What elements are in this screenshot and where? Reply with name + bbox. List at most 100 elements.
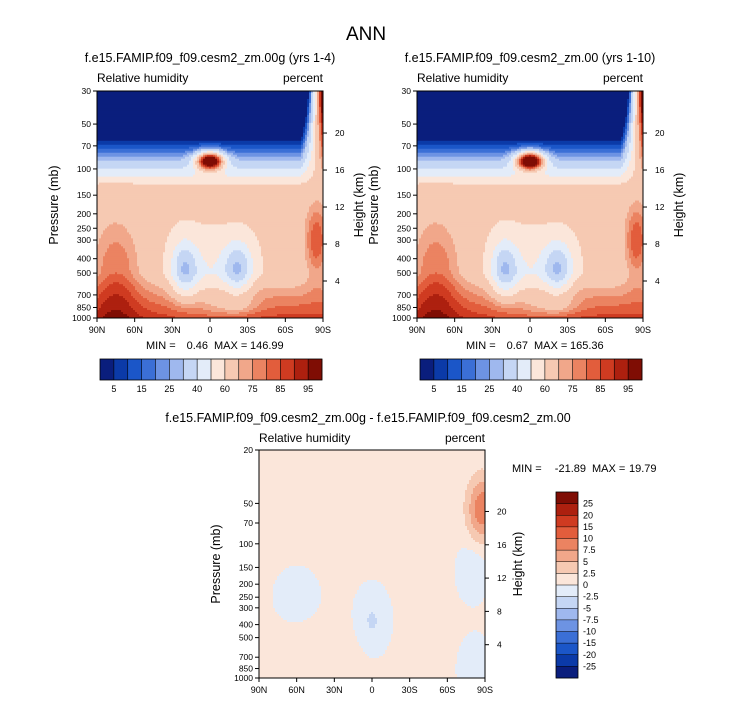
field-cell	[525, 302, 572, 305]
field-cell	[639, 222, 643, 225]
field-cell	[523, 158, 538, 162]
field-cell	[97, 240, 100, 243]
height-tick-label: 8	[497, 606, 502, 616]
field-cell	[201, 222, 228, 225]
field-cell	[125, 276, 134, 279]
field-cell	[169, 232, 256, 235]
field-cell	[547, 272, 556, 275]
field-cell	[195, 264, 208, 267]
field-cell	[447, 254, 458, 257]
field-cell	[629, 252, 634, 255]
colorbar-swatch	[572, 359, 587, 380]
field-cell	[97, 98, 308, 102]
field-cell	[467, 634, 484, 637]
field-cell	[521, 166, 524, 170]
field-cell	[321, 124, 323, 128]
field-cell	[417, 130, 624, 134]
field-cell	[625, 236, 628, 239]
field-cell	[367, 654, 384, 657]
field-cell	[425, 252, 448, 255]
field-cell	[417, 298, 428, 301]
field-cell	[623, 138, 626, 142]
pressure-tick-label: 150	[397, 190, 411, 200]
field-cell	[561, 250, 570, 253]
field-cell	[309, 146, 314, 150]
field-cell	[461, 284, 476, 287]
field-cell	[311, 134, 314, 138]
field-cell	[641, 252, 643, 255]
field-cell	[307, 264, 314, 267]
field-cell	[581, 316, 643, 318]
field-cell	[455, 580, 485, 583]
pressure-tick-label: 850	[239, 664, 253, 674]
field-cell	[307, 136, 312, 140]
field-cell	[289, 566, 306, 569]
field-cell	[313, 254, 320, 257]
field-cell	[97, 236, 102, 239]
field-cell	[309, 150, 312, 154]
colorbar-label: -7.5	[583, 615, 599, 625]
field-cell	[635, 98, 638, 102]
field-cell	[581, 302, 632, 305]
field-cell	[167, 306, 182, 309]
field-cell	[501, 268, 510, 271]
field-cell	[163, 260, 172, 263]
field-cell	[179, 252, 192, 255]
field-cell	[259, 626, 354, 629]
field-cell	[629, 94, 632, 98]
field-cell	[153, 292, 168, 295]
field-cell	[639, 98, 642, 102]
field-cell	[307, 126, 310, 130]
field-cell	[309, 132, 312, 136]
field-cell	[537, 166, 540, 170]
field-cell	[475, 512, 485, 515]
field-cell	[511, 152, 518, 156]
panel-title: f.e15.FAMIP.f09_f09.cesm2_zm.00g - f.e15…	[165, 411, 570, 425]
field-cell	[627, 142, 630, 146]
field-cell	[523, 256, 540, 259]
field-cell	[489, 300, 498, 303]
field-cell	[301, 152, 304, 156]
field-cell	[309, 92, 312, 96]
field-cell	[321, 142, 323, 146]
field-cell	[445, 250, 456, 253]
field-cell	[417, 222, 434, 225]
field-cell	[225, 170, 306, 174]
field-cell	[627, 144, 630, 148]
colorbar-swatch	[556, 561, 578, 574]
field-cell	[623, 144, 626, 148]
stats-min-label: MIN =	[466, 340, 496, 352]
field-cell	[457, 300, 470, 303]
field-cell	[357, 590, 388, 593]
field-cell	[549, 254, 566, 257]
field-cell	[319, 114, 322, 118]
field-cell	[119, 242, 134, 245]
field-cell	[633, 264, 642, 267]
field-cell	[253, 284, 302, 287]
field-cell	[135, 288, 146, 291]
field-cell	[361, 646, 388, 649]
field-cell	[543, 158, 546, 162]
field-cell	[97, 136, 302, 140]
field-cell	[321, 130, 323, 134]
field-cell	[273, 600, 322, 603]
field-cell	[231, 252, 244, 255]
field-cell	[539, 160, 542, 164]
field-cell	[311, 128, 314, 132]
field-cell	[503, 288, 510, 291]
colorbar-swatch	[556, 631, 578, 644]
colorbar-frame	[419, 358, 643, 381]
field-cell	[459, 270, 484, 273]
colorbar-swatch	[556, 515, 578, 528]
field-cell	[319, 96, 322, 100]
field-cell	[319, 254, 323, 257]
field-cell	[419, 296, 430, 299]
field-cell	[475, 528, 485, 531]
field-cell	[533, 166, 536, 170]
field-cell	[321, 91, 323, 94]
field-cell	[417, 194, 643, 197]
field-cell	[465, 492, 474, 495]
field-cell	[623, 172, 634, 176]
field-cell	[627, 134, 630, 138]
